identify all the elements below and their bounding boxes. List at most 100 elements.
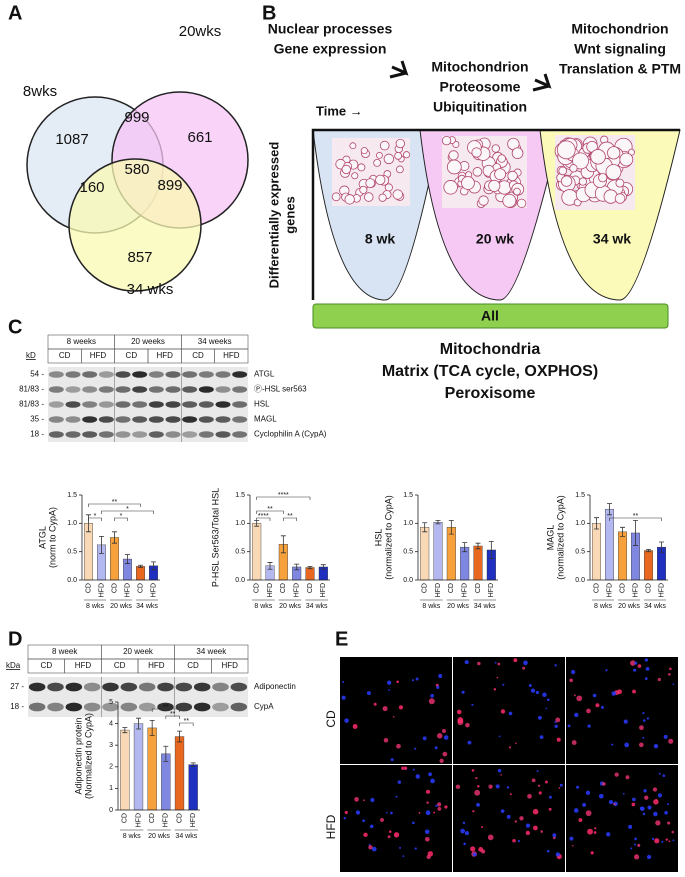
cell-dot (380, 818, 384, 822)
cell-dot (438, 673, 443, 678)
cell-dot (653, 811, 658, 817)
condition-label: CD (192, 351, 204, 360)
error-bar (475, 542, 481, 550)
cell-dot (530, 688, 536, 693)
cell-dot (532, 808, 539, 815)
blot-band (48, 371, 64, 378)
blot-band (132, 371, 148, 378)
cell-dot (668, 738, 674, 744)
group-label: 34 wks (644, 603, 666, 610)
adipocyte (331, 192, 341, 202)
adipocyte (558, 166, 568, 176)
cell-dot (633, 854, 640, 860)
cell-dot (598, 793, 604, 799)
y-tick-label: 5 (109, 699, 113, 706)
row-label: CD (324, 710, 338, 728)
blot-band (165, 416, 181, 423)
kd-label: kDa (6, 661, 21, 670)
y-tick-label: 0.0 (67, 577, 77, 584)
blot-band (65, 416, 81, 423)
error-bar (112, 531, 117, 544)
sig-label: **** (258, 513, 269, 520)
cell-dot (509, 793, 512, 796)
cell-dot (428, 698, 435, 705)
cell-dot (527, 793, 532, 799)
fluorescence-image (566, 657, 678, 764)
cell-dot (546, 698, 550, 702)
fluorescence-image (453, 657, 565, 764)
blot-band (98, 401, 114, 408)
adipocyte (403, 151, 411, 159)
blot-band (157, 682, 174, 692)
cell-dot (392, 715, 395, 718)
adipocyte (376, 151, 383, 159)
bar (473, 545, 483, 581)
cell-dot (398, 705, 404, 710)
cell-dot (481, 825, 484, 829)
condition-label: HFD (223, 351, 240, 360)
group-label: 20 weeks (131, 337, 165, 346)
cell-dot (442, 751, 448, 757)
arrow (532, 73, 552, 92)
protein-label: HSL (254, 400, 270, 409)
bar (420, 527, 430, 581)
adipocyte (359, 185, 368, 194)
blot-band (165, 371, 181, 378)
group-label: 34 week (196, 647, 227, 656)
blot-band (65, 702, 83, 712)
cell-dot (672, 683, 675, 686)
blot-band (215, 431, 231, 438)
error-bar (163, 745, 169, 762)
cell-dot (644, 658, 649, 662)
cell-dot (642, 719, 646, 722)
x-tick-label: CD (176, 813, 183, 823)
error-bar (280, 535, 286, 554)
cell-dot (506, 814, 511, 819)
blot-band (48, 416, 64, 423)
cell-dot (428, 772, 432, 777)
adipocyte (556, 140, 576, 160)
group-label: 34 wks (175, 833, 197, 840)
cell-dot (523, 660, 528, 666)
cell-dot (443, 735, 449, 740)
cell-dot (538, 791, 542, 795)
blot-band (65, 431, 81, 438)
cell-dot (344, 810, 348, 815)
blot-band (47, 702, 64, 712)
marker-label: 81/83 - (19, 385, 44, 394)
condition-label: HFD (90, 351, 107, 360)
cell-dot (576, 785, 580, 789)
bar (618, 531, 627, 581)
cell-dot (514, 820, 518, 823)
cell-dot (643, 789, 647, 793)
bar (644, 550, 653, 581)
x-tick-label: CD (280, 583, 287, 593)
sig-bracket (179, 722, 194, 726)
cell-dot (517, 839, 521, 843)
week-label: 34 wk (593, 231, 631, 247)
cell-dot (525, 823, 531, 828)
cell-dot (638, 742, 644, 748)
cell-dot (595, 703, 600, 708)
cell-dot (387, 835, 391, 839)
error-bar (177, 730, 182, 743)
cell-dot (436, 733, 443, 739)
region-count: 1087 (55, 131, 88, 148)
blot-band (48, 431, 64, 438)
y-tick-label: 1 (109, 785, 113, 792)
panel-letter: D (8, 628, 22, 650)
x-tick-label: CD (85, 583, 92, 593)
cell-dot (341, 695, 346, 700)
adipocyte (341, 164, 351, 175)
cell-dot (414, 847, 417, 850)
cell-dot (525, 830, 531, 836)
x-tick-label: HFD (320, 583, 327, 597)
cell-dot (538, 715, 542, 720)
cell-dot (476, 802, 480, 807)
cell-dot (653, 744, 659, 749)
cell-dot (477, 785, 480, 788)
error-bar (488, 541, 494, 559)
cell-dot (437, 806, 442, 811)
adipocyte (590, 149, 606, 165)
sig-label: ** (112, 499, 118, 506)
